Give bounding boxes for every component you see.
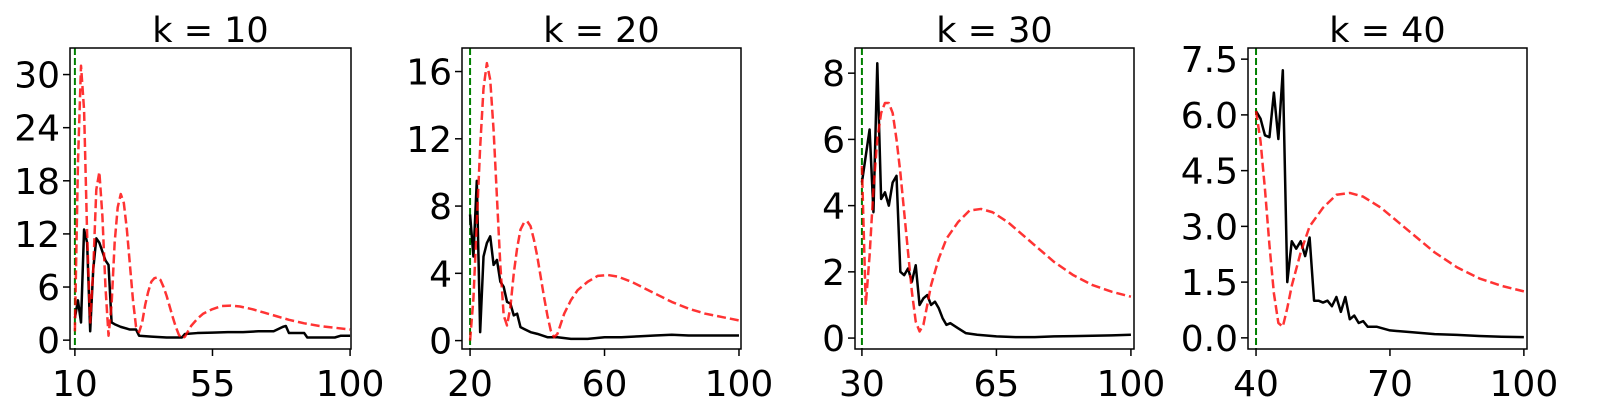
data-line (73, 64, 351, 340)
subplot-title: k = 10 (152, 11, 268, 51)
subplot: k = 30 0 2 4 6 8 30 65 100 (822, 11, 1165, 405)
x-tick-label: 40 (1233, 364, 1279, 405)
x-tick-label: 100 (1097, 364, 1166, 405)
y-tick-label: 3.0 (1181, 207, 1238, 248)
x-tick-label: 100 (705, 364, 774, 405)
y-tick-label: 24 (14, 109, 60, 150)
subplot: k = 10 0 6 12 18 24 30 10 55 100 (14, 11, 384, 405)
y-tick-label: 18 (14, 162, 60, 203)
data-line (73, 228, 351, 339)
y-tick-label: 7.5 (1181, 40, 1238, 81)
x-tick-label: 55 (190, 364, 236, 405)
data-line (468, 179, 739, 341)
data-line (860, 101, 1132, 333)
data-line (1254, 110, 1525, 328)
y-tick-label: 8 (822, 54, 845, 95)
y-tick-label: 4 (822, 187, 845, 228)
y-tick-label: 0 (37, 321, 60, 362)
y-tick-label: 6 (822, 120, 845, 161)
y-tick-label: 6 (37, 268, 60, 309)
data-line (1254, 69, 1524, 339)
subplot: k = 20 0 4 8 12 16 20 60 100 (406, 11, 773, 405)
x-tick-label: 30 (839, 364, 885, 405)
y-tick-label: 16 (406, 53, 452, 94)
x-tick-label: 10 (52, 364, 98, 405)
y-tick-label: 4 (429, 254, 452, 295)
x-tick-label: 65 (974, 364, 1020, 405)
subplot-title: k = 20 (543, 11, 659, 51)
plot-frame (461, 47, 742, 350)
y-tick-label: 0.0 (1181, 319, 1238, 360)
x-tick-label: 20 (447, 364, 493, 405)
x-tick-label: 100 (1490, 364, 1559, 405)
x-tick-label: 100 (316, 364, 385, 405)
y-tick-label: 1.5 (1181, 263, 1238, 304)
y-tick-label: 0 (822, 319, 845, 360)
data-line (860, 61, 1131, 339)
y-tick-label: 12 (14, 215, 60, 256)
x-tick-label: 60 (582, 364, 628, 405)
y-tick-label: 8 (429, 187, 452, 228)
y-tick-label: 12 (406, 120, 452, 161)
subplot: k = 40 0.0 1.5 3.0 4.5 6.0 7.5 40 70 100 (1181, 11, 1559, 405)
y-tick-label: 0 (429, 322, 452, 363)
plot-frame (854, 47, 1135, 350)
x-tick-label: 70 (1367, 364, 1413, 405)
y-tick-label: 2 (822, 253, 845, 294)
data-line (468, 61, 740, 341)
plot-frame (1247, 47, 1528, 350)
y-tick-label: 4.5 (1181, 152, 1238, 193)
plot-frame (69, 47, 352, 350)
y-tick-label: 30 (14, 56, 60, 97)
subplot-title: k = 40 (1329, 11, 1445, 51)
subplot-title: k = 30 (936, 11, 1052, 51)
y-tick-label: 6.0 (1181, 96, 1238, 137)
